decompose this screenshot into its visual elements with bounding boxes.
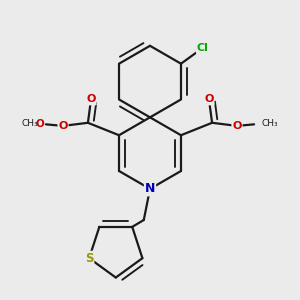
Text: O: O <box>204 94 214 104</box>
Text: O: O <box>232 121 242 131</box>
Text: O: O <box>86 94 96 104</box>
Text: O: O <box>36 119 44 129</box>
Text: S: S <box>85 252 93 265</box>
Text: CH₃: CH₃ <box>262 119 278 128</box>
Text: Cl: Cl <box>197 43 209 53</box>
Text: O: O <box>58 121 68 131</box>
Text: CH₃: CH₃ <box>22 119 38 128</box>
Text: N: N <box>145 182 155 195</box>
